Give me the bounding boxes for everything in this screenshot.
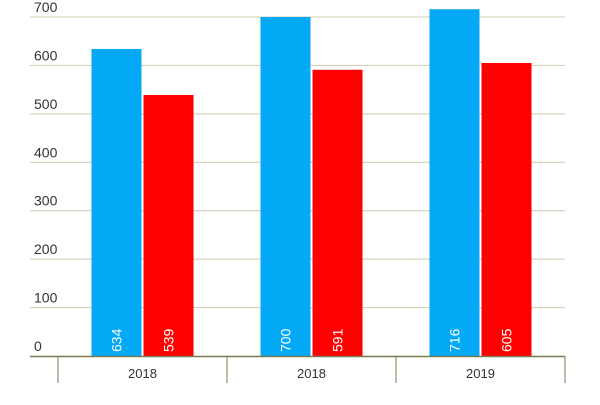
y-axis-tick-labels: 0 100 200 300 400 500 600 700: [34, 0, 58, 354]
y-tick-label: 300: [34, 193, 58, 209]
y-tick-label: 700: [34, 0, 58, 15]
x-tick-label: 2019: [466, 366, 495, 381]
y-tick-label: 500: [34, 96, 58, 112]
data-label: 539: [161, 328, 177, 352]
x-tick-label: 2018: [128, 366, 157, 381]
y-tick-label: 100: [34, 290, 58, 306]
data-label: 716: [447, 328, 463, 352]
data-label: 591: [330, 328, 346, 352]
bar: [91, 48, 142, 356]
bar: [260, 17, 311, 356]
data-label: 605: [499, 328, 515, 352]
data-label: 700: [278, 328, 294, 352]
y-tick-label: 0: [34, 338, 42, 354]
x-axis: 2018 2018 2019: [30, 355, 566, 383]
bars: [91, 9, 532, 356]
y-tick-label: 400: [34, 144, 58, 160]
y-tick-label: 600: [34, 47, 58, 63]
y-tick-label: 200: [34, 241, 58, 257]
bar: [312, 69, 363, 356]
bar: [429, 9, 480, 356]
x-tick-label: 2018: [297, 366, 326, 381]
bar: [143, 94, 194, 356]
data-labels: 634 539 700 591 716 605: [109, 328, 515, 352]
bar: [481, 63, 532, 356]
data-label: 634: [109, 328, 125, 352]
